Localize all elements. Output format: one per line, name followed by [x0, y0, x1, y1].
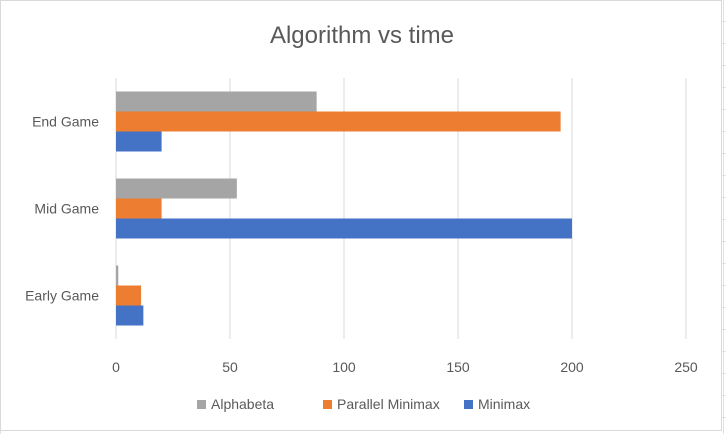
legend-swatch: [464, 400, 473, 409]
category-label: Early Game: [25, 288, 99, 304]
legend-swatch: [323, 400, 332, 409]
legend: Alphabeta Parallel Minimax Minimax: [197, 396, 530, 412]
x-tick-label: 50: [222, 359, 238, 375]
legend-label: Alphabeta: [211, 396, 274, 412]
bar-parallel-minimax-early-game[interactable]: [116, 285, 142, 306]
y-category-labels: Early Game Mid Game End Game: [25, 114, 99, 304]
column-gridline: [723, 0, 724, 434]
x-tick-label: 200: [560, 359, 584, 375]
bar-minimax-mid-game[interactable]: [116, 218, 572, 239]
bar-alphabeta-early-game[interactable]: [116, 265, 119, 286]
x-tick-label: 100: [332, 359, 356, 375]
x-tick-label: 250: [674, 359, 698, 375]
x-tick-label: 150: [446, 359, 470, 375]
x-tick-labels: 0 50 100 150 200 250: [112, 359, 698, 375]
bar-parallel-minimax-mid-game[interactable]: [116, 198, 162, 219]
bar-alphabeta-end-game[interactable]: [116, 91, 317, 112]
bars: [116, 91, 572, 326]
legend-label: Parallel Minimax: [337, 396, 440, 412]
legend-label: Minimax: [478, 396, 530, 412]
category-label: Mid Game: [34, 201, 99, 217]
bar-alphabeta-mid-game[interactable]: [116, 178, 237, 199]
legend-swatch: [197, 400, 206, 409]
x-tick-label: 0: [112, 359, 120, 375]
chart-title: Algorithm vs time: [270, 22, 454, 49]
bar-parallel-minimax-end-game[interactable]: [116, 111, 561, 132]
bar-minimax-end-game[interactable]: [116, 131, 162, 152]
category-label: End Game: [32, 114, 99, 130]
bar-minimax-early-game[interactable]: [116, 305, 144, 326]
